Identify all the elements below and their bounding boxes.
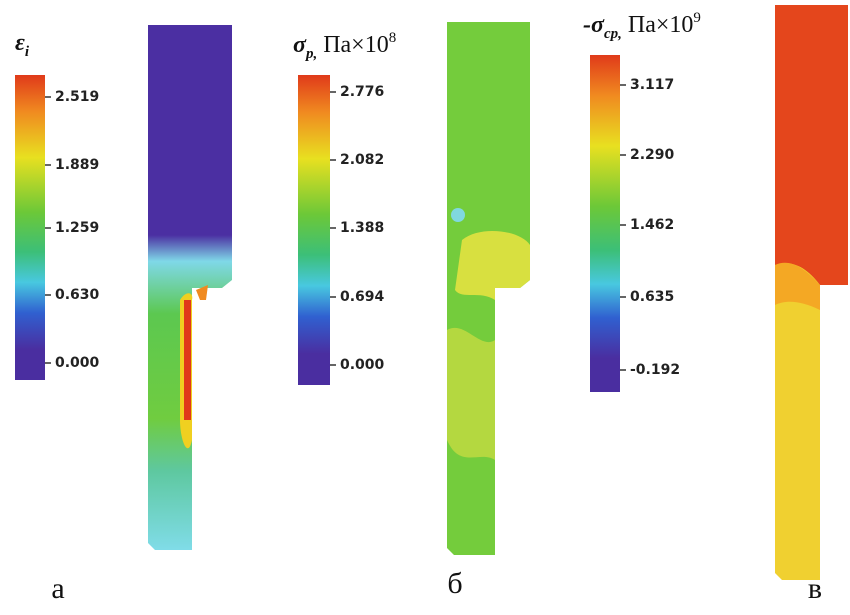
- contour-region: [455, 230, 530, 300]
- panel-label: в: [808, 572, 822, 605]
- tick-label: 0.635: [630, 289, 674, 305]
- exponent: 9: [693, 10, 701, 26]
- subscript: ср,: [604, 26, 622, 42]
- tick-label: 0.000: [55, 355, 100, 371]
- tick-label: 0.694: [340, 289, 385, 305]
- colorbar: [298, 75, 330, 385]
- contour-region: [775, 5, 848, 285]
- contour-region: [447, 327, 495, 460]
- colorbar: [15, 75, 45, 380]
- tick-label: 1.388: [340, 220, 384, 236]
- tick-label: -0.192: [630, 362, 680, 378]
- unit: Па×10: [317, 32, 389, 58]
- tick-label: 2.290: [630, 147, 675, 163]
- tick-label: 2.519: [55, 89, 99, 105]
- tick-label: 0.000: [340, 357, 385, 373]
- tick-label: 1.259: [55, 220, 99, 236]
- tick-label: 1.889: [55, 157, 99, 173]
- contour-shape: [148, 25, 232, 550]
- tick-label: 2.082: [340, 152, 384, 168]
- panel-label: а: [51, 572, 64, 605]
- legend-title: εi: [15, 30, 30, 60]
- tick-label: 3.117: [630, 77, 674, 93]
- legend-title: -σср, Па×109: [583, 10, 701, 42]
- legend-title: σр, Па×108: [293, 30, 396, 62]
- tick-label: 2.776: [340, 84, 384, 100]
- colorbar: [590, 55, 620, 392]
- contour-region: [775, 262, 820, 310]
- contour-region: [184, 300, 191, 420]
- symbol: σ: [293, 32, 307, 58]
- exponent: 8: [389, 30, 397, 46]
- tick-label: 0.630: [55, 287, 100, 303]
- contour-region: [196, 285, 208, 300]
- subscript: i: [25, 44, 30, 60]
- symbol: -σ: [583, 12, 605, 38]
- unit: Па×10: [622, 12, 694, 38]
- contour-region: [451, 208, 465, 222]
- subscript: р,: [304, 46, 317, 62]
- tick-label: 1.462: [630, 217, 674, 233]
- panel-label: б: [447, 567, 462, 600]
- symbol: ε: [15, 30, 25, 56]
